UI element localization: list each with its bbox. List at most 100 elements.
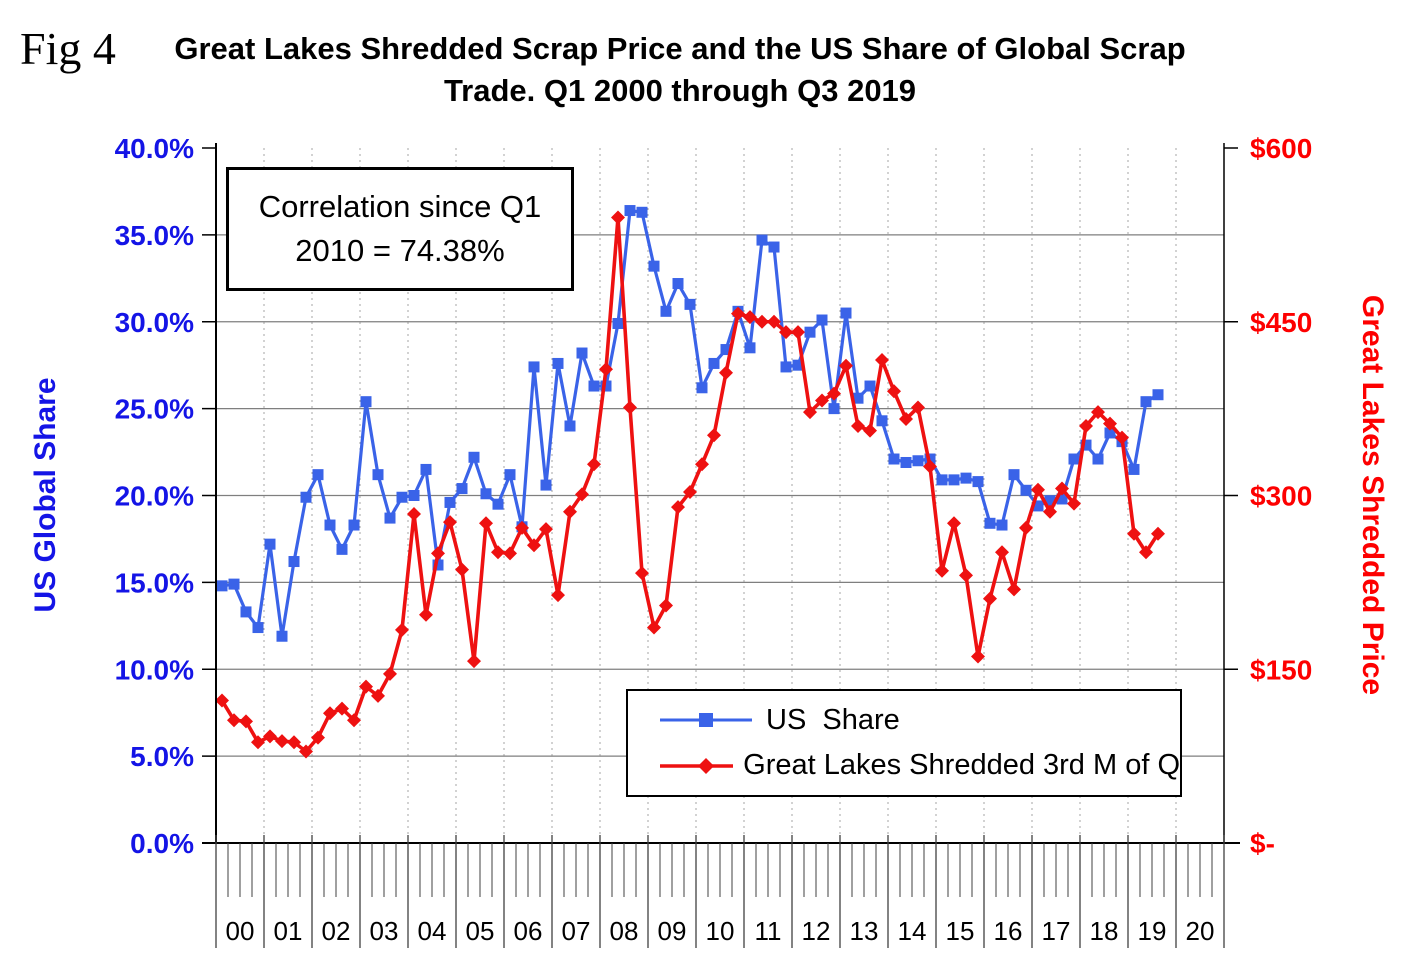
right-axis-title: Great Lakes Shredded Price (1356, 294, 1389, 696)
shredded-price-point-marker (227, 713, 241, 728)
figure-number-label: Fig 4 (20, 23, 116, 74)
shredded-price-point-marker (671, 500, 685, 515)
us-share-point-marker (1008, 469, 1020, 481)
us-share-point-marker (888, 453, 900, 465)
us-share-point-marker (468, 451, 480, 463)
us-share-point-marker (720, 344, 732, 356)
shredded-price-point-marker (371, 688, 385, 703)
us-share-point-marker (396, 491, 408, 503)
us-share-point-marker (312, 469, 324, 481)
shredded-price-point-marker (1151, 526, 1165, 541)
us-share-point-marker (228, 578, 240, 590)
shredded-price-point-marker (1031, 482, 1045, 497)
left-axis-tick-label: 20.0% (115, 481, 194, 512)
shredded-price-point-marker (983, 591, 997, 606)
shredded-price-point-marker (995, 545, 1009, 560)
shredded-price-point-marker (503, 546, 517, 561)
shredded-price-point-marker (359, 679, 373, 694)
shredded-price-line (220, 215, 1160, 754)
shredded-price-point-marker (683, 485, 697, 500)
us-share-point-marker (864, 380, 876, 392)
us-share-point-marker (444, 496, 456, 508)
right-axis-tick-label: $150 (1250, 654, 1312, 685)
shredded-price-point-marker (923, 459, 937, 474)
us-share-series (216, 205, 1164, 642)
shredded-price-point-marker (515, 520, 529, 535)
us-share-point-marker (288, 556, 300, 568)
shredded-price-point-marker (587, 457, 601, 472)
left-axis-tick-label: 15.0% (115, 567, 194, 598)
us-share-point-marker (816, 314, 828, 326)
x-axis-year-label: 04 (418, 916, 447, 946)
x-axis-year-label: 19 (1138, 916, 1167, 946)
us-share-point-marker (504, 469, 516, 481)
us-share-point-marker (336, 543, 348, 555)
shredded-price-point-marker (875, 352, 889, 367)
us-share-point-marker (540, 479, 552, 491)
shredded-price-point-marker (1079, 419, 1093, 433)
us-share-point-marker (780, 361, 792, 373)
us-share-point-marker (588, 380, 600, 392)
left-axis-title: US Global Share (29, 377, 62, 613)
shredded-price-point-marker (443, 515, 457, 530)
shredded-price-point-marker (755, 314, 769, 329)
x-axis-year-label: 06 (514, 916, 543, 946)
shredded-price-point-marker (647, 620, 661, 635)
shredded-price-point-marker (263, 729, 277, 744)
right-axis-tick-label: $600 (1250, 133, 1312, 164)
shredded-price-point-marker (1139, 545, 1153, 560)
shredded-price-point-marker (935, 563, 949, 578)
shredded-price-point-marker (827, 386, 841, 401)
left-axis-tick-label: 25.0% (115, 394, 194, 425)
shredded-price-point-marker (635, 566, 649, 581)
shredded-price-point-marker (851, 419, 865, 433)
right-axis-tick-label: $- (1250, 828, 1275, 859)
us-share-point-marker (1152, 389, 1164, 401)
chart-legend: US Share Great Lakes Shredded 3rd M of Q (626, 689, 1182, 797)
x-axis-year-label: 11 (755, 916, 782, 946)
shredded-price-point-marker (1055, 481, 1069, 496)
chart-title: Great Lakes Shredded Scrap Price and the… (130, 28, 1230, 112)
us-share-point-marker (240, 606, 252, 618)
us-share-point-marker (360, 396, 372, 408)
left-axis-tick-label: 10.0% (115, 654, 194, 685)
us-share-point-marker (264, 538, 276, 550)
x-axis-year-label: 07 (562, 916, 591, 946)
shredded-price-point-marker (815, 393, 829, 408)
us-share-point-marker (756, 234, 768, 246)
x-axis-year-label: 13 (850, 916, 879, 946)
x-axis-year-label: 02 (322, 916, 351, 946)
shredded-price-point-marker (719, 365, 733, 380)
us-share-point-marker (456, 483, 468, 495)
shredded-price-point-marker (1067, 496, 1081, 511)
x-axis-year-label: 10 (706, 916, 735, 946)
shredded-price-point-marker (431, 546, 445, 561)
us-share-point-marker (216, 580, 228, 592)
us-share-point-marker (624, 205, 636, 217)
x-axis-year-label: 05 (466, 916, 495, 946)
x-axis-year-label: 12 (802, 916, 831, 946)
legend-item-great-lakes-shredded: Great Lakes Shredded 3rd M of Q (656, 749, 1180, 782)
us-share-point-marker (1092, 453, 1104, 465)
shredded-price-point-marker (779, 325, 793, 340)
x-axis: 00 01 02 03 04 05 06 07 08 09 10 11 12 13 14 15 16 17 18 19… (215, 835, 1225, 948)
shredded-price-point-marker (335, 701, 349, 716)
us-share-point-marker (1080, 439, 1092, 451)
us-share-point-marker (1140, 396, 1152, 408)
shredded-price-point-marker (383, 666, 397, 681)
us-share-point-marker (552, 357, 564, 369)
shredded-price-point-marker (323, 706, 337, 721)
chart-title-line2: Trade. Q1 2000 through Q3 2019 (443, 73, 917, 108)
shredded-price-point-marker (839, 358, 853, 373)
us-share-point-marker (1068, 453, 1080, 465)
us-share-point-marker (564, 420, 576, 432)
us-share-point-marker (600, 380, 612, 392)
shredded-price-point-marker (395, 622, 409, 637)
shredded-price-point-marker (803, 405, 817, 420)
right-axis-tick-label: $450 (1250, 307, 1312, 338)
right-axis-ticks: $600 $450 $300 $150 $- (1224, 133, 1312, 859)
shredded-price-point-marker (491, 545, 505, 560)
us-share-point-marker (372, 469, 384, 481)
